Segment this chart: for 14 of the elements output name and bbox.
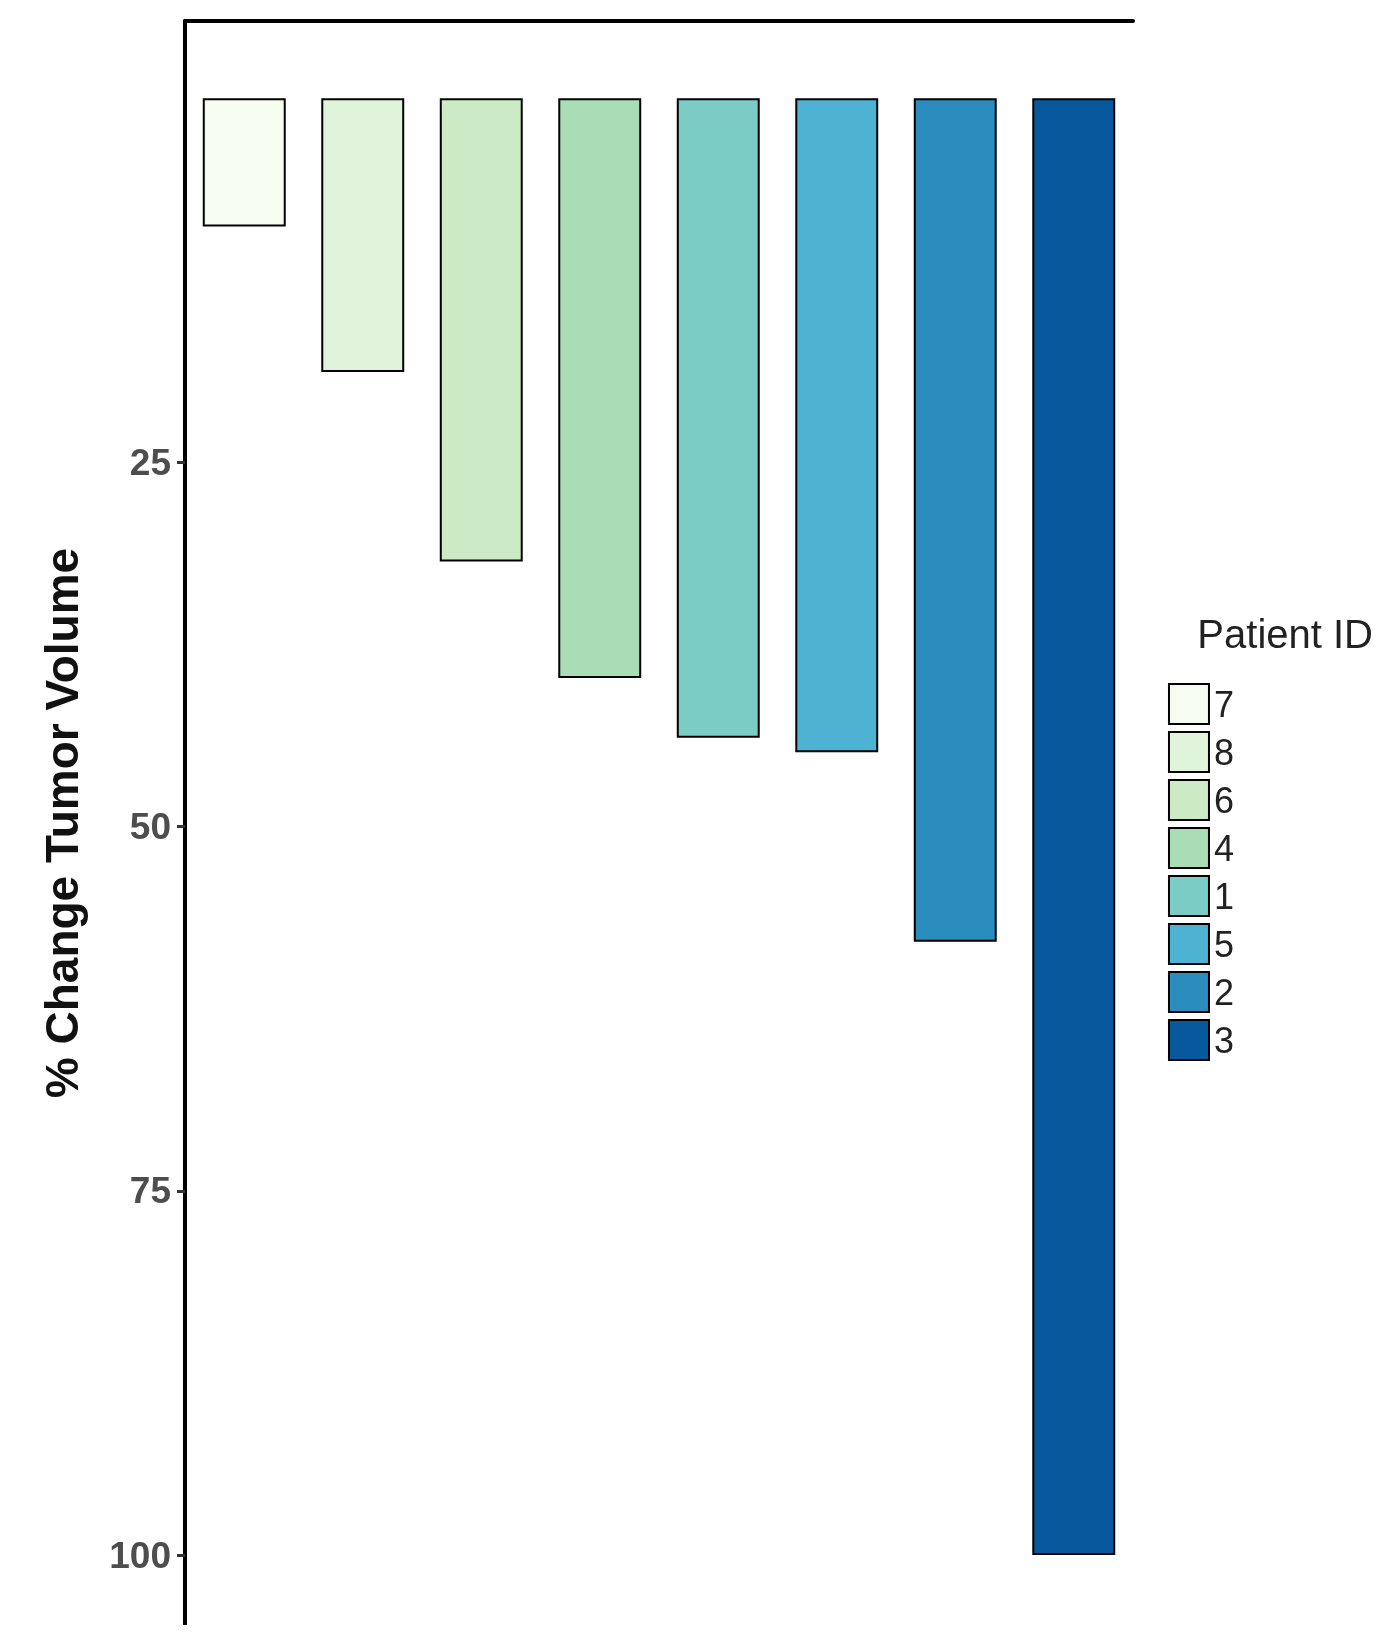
- legend-label: 7: [1213, 683, 1235, 725]
- legend-label: 1: [1213, 875, 1235, 917]
- legend-label: 5: [1213, 923, 1235, 965]
- legend-label: 6: [1213, 779, 1235, 821]
- y-tick-label: 25: [129, 441, 171, 483]
- legend-label: 3: [1213, 1019, 1235, 1061]
- y-tick-label: 75: [129, 1170, 171, 1212]
- legend-label: 8: [1213, 731, 1235, 773]
- legend-label: 4: [1213, 827, 1235, 869]
- y-tick-label: 50: [129, 806, 171, 848]
- legend-title: Patient ID: [1197, 612, 1374, 656]
- legend-label: 2: [1213, 971, 1235, 1013]
- y-axis-title: % Change Tumor Volume: [36, 547, 88, 1099]
- y-tick-label: 100: [109, 1534, 171, 1576]
